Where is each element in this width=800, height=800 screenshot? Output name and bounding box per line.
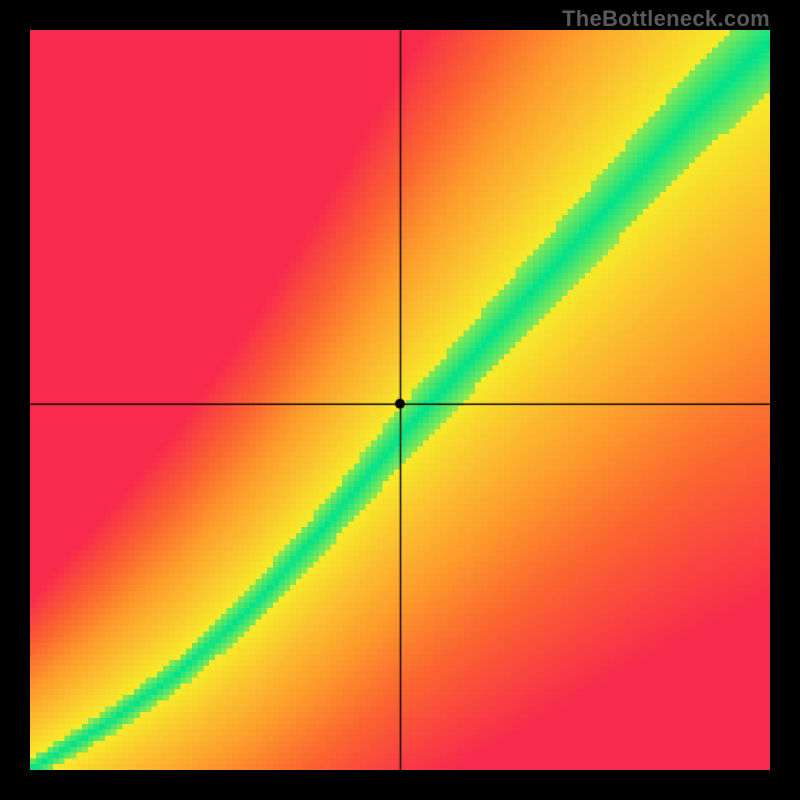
- chart-container: TheBottleneck.com: [0, 0, 800, 800]
- crosshair-overlay: [0, 0, 800, 800]
- watermark-text: TheBottleneck.com: [562, 6, 770, 32]
